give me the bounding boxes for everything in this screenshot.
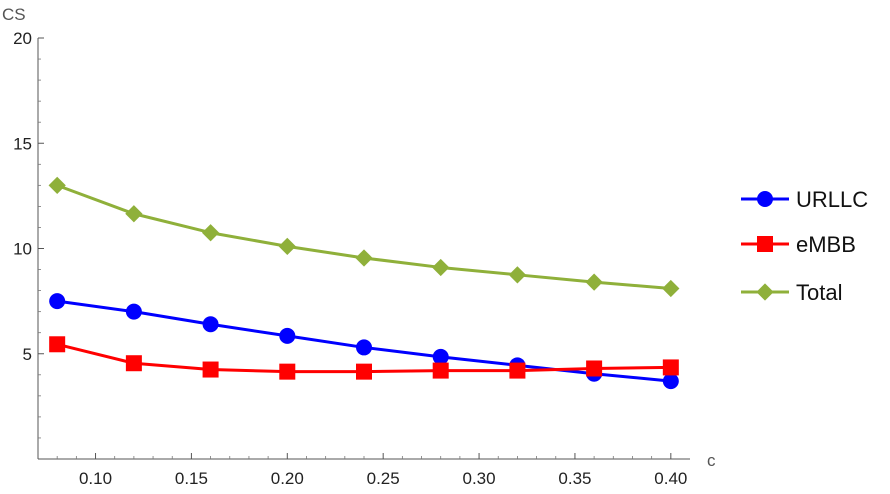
legend-label: Total bbox=[796, 280, 842, 305]
data-point bbox=[278, 237, 296, 256]
data-point bbox=[662, 373, 679, 390]
series-layer bbox=[48, 176, 680, 390]
data-point bbox=[509, 362, 526, 379]
data-point bbox=[662, 359, 679, 376]
legend: URLLC eMBB Total bbox=[741, 187, 868, 305]
y-tick-label: 5 bbox=[23, 345, 32, 364]
data-point bbox=[432, 362, 449, 379]
x-tick-label: 0.25 bbox=[367, 469, 400, 488]
legend-marker bbox=[756, 283, 774, 301]
data-point bbox=[125, 303, 142, 320]
data-point bbox=[49, 293, 66, 310]
x-axis-title: c bbox=[707, 451, 716, 470]
legend-entry: URLLC bbox=[741, 187, 868, 212]
y-tick-label: 20 bbox=[13, 29, 32, 48]
data-point bbox=[201, 224, 220, 242]
data-point bbox=[48, 176, 66, 194]
series-line bbox=[56, 183, 671, 290]
data-point bbox=[279, 363, 296, 380]
y-tick-label: 10 bbox=[13, 240, 32, 259]
data-point bbox=[432, 348, 449, 365]
data-point bbox=[202, 361, 219, 378]
x-tick-label: 0.15 bbox=[175, 469, 208, 488]
legend-entry: eMBB bbox=[741, 232, 856, 257]
y-axis-title: CS bbox=[2, 5, 26, 24]
data-point bbox=[508, 266, 527, 284]
data-point bbox=[432, 258, 450, 277]
x-tick-label: 0.20 bbox=[271, 469, 304, 488]
data-point bbox=[125, 205, 143, 223]
legend-entry: Total bbox=[741, 280, 842, 305]
axes: 0.10 0.15 0.20 0.25 0.30 0.35 0.40 5 10 15 20 bbox=[13, 29, 690, 488]
legend-label: eMBB bbox=[796, 232, 856, 257]
series-embb bbox=[49, 336, 679, 380]
data-point bbox=[355, 249, 373, 267]
x-tick-label: 0.30 bbox=[463, 469, 496, 488]
legend-label: URLLC bbox=[796, 187, 868, 212]
x-tick-label: 0.35 bbox=[558, 469, 591, 488]
y-tick-label: 15 bbox=[13, 134, 32, 153]
x-tick-label: 0.40 bbox=[654, 469, 687, 488]
data-point bbox=[585, 273, 603, 291]
data-point bbox=[202, 316, 219, 333]
series-total bbox=[48, 176, 680, 298]
data-point bbox=[586, 360, 603, 377]
data-point bbox=[356, 363, 372, 380]
data-point bbox=[356, 339, 372, 356]
legend-marker bbox=[757, 191, 773, 207]
data-point bbox=[125, 355, 142, 372]
data-point bbox=[49, 336, 66, 353]
data-point bbox=[279, 327, 296, 344]
data-point bbox=[662, 279, 680, 298]
legend-marker bbox=[757, 236, 773, 252]
x-tick-label: 0.10 bbox=[79, 469, 112, 488]
